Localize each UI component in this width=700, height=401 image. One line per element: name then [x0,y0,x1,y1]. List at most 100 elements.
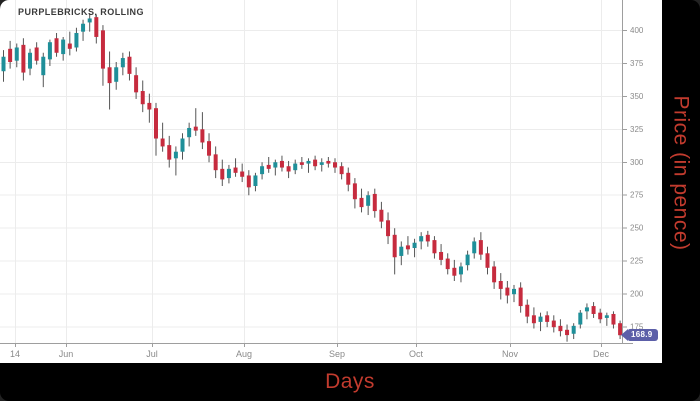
candle [452,259,457,281]
candlestick-chart[interactable]: 400 375 350 325 300 275 250 225 200 175 14 Jun Jul Au… [0,0,662,363]
y-tick-label: 200 [630,290,644,299]
candle [253,172,258,192]
candle [439,244,444,266]
candle [379,201,384,229]
candle [94,14,99,44]
x-axis-ticks: 14 Jun Jul Aug Sep Oct Nov Dec [10,343,609,359]
y-tick-label: 300 [630,158,644,167]
candle [591,302,596,318]
candle [545,311,550,328]
candle [392,228,397,275]
candle [558,319,563,337]
candle [492,261,497,289]
gridlines [0,0,622,343]
candle [339,162,344,180]
candle [372,188,377,218]
chart-title: PURPLEBRICKS, ROLLING [18,7,144,17]
candle [47,39,52,66]
candle [160,122,165,152]
candle [87,13,92,32]
candle [147,93,152,123]
candle [266,156,271,173]
candle [180,133,185,160]
candle [21,38,26,81]
x-axis-title: Days [325,370,375,393]
candle [366,191,371,216]
candle [293,159,298,175]
candle [472,237,477,259]
candle [604,312,609,326]
candle [565,324,570,342]
candle [352,178,357,209]
candle [67,31,72,56]
candles [1,13,623,342]
candle [100,25,105,86]
candle [61,36,66,61]
candle [359,188,364,213]
candle [333,158,337,173]
x-tick-label: Oct [409,349,424,359]
candle [485,246,490,275]
candle [346,167,351,192]
candle [611,311,616,329]
candle [34,42,39,65]
candle [200,112,205,150]
candle [551,315,556,333]
x-tick-label: 14 [10,349,20,359]
candle [246,170,251,196]
candle [512,284,517,303]
candle [286,160,291,179]
y-axis-title: Price (in pence) [670,95,693,251]
plot-area: 400 375 350 325 300 275 250 225 200 175 14 Jun Jul Au… [0,0,662,363]
candle [41,52,46,88]
candle [134,67,139,99]
candle [425,230,430,247]
candle [399,241,404,266]
candle [240,163,245,183]
candle [167,135,172,168]
candle [81,19,86,41]
candle [538,312,543,332]
candle [213,146,218,179]
candle [193,108,198,136]
candle [419,232,424,250]
candle [299,156,304,169]
candle [220,159,225,187]
candle [207,133,212,163]
y-tick-label: 375 [630,59,644,68]
candle [432,236,437,259]
candle [618,320,623,340]
candle [1,50,6,82]
axes [0,0,633,344]
candle [260,162,265,180]
candle [458,262,463,283]
candle [571,323,576,340]
y-tick-label: 400 [630,26,644,35]
x-tick-label: Jul [146,349,158,359]
x-tick-label: Nov [502,349,519,359]
candle [140,80,145,113]
candle [279,155,284,172]
y-axis-ticks: 400 375 350 325 300 275 250 225 200 175 [622,26,644,332]
candle [598,308,603,324]
x-tick-label: Aug [236,349,252,359]
candle [531,307,536,329]
candle [306,158,311,173]
candle [525,299,530,324]
y-tick-label: 350 [630,92,644,101]
candle [74,27,79,52]
last-price-badge: 168.9 [621,329,658,342]
candle [107,51,112,110]
candle [187,122,192,147]
x-tick-label: Jun [59,349,74,359]
y-tick-label: 225 [630,257,644,266]
candle [412,238,417,258]
candle [313,155,318,171]
y-tick-label: 175 [630,323,644,332]
candle [14,43,19,68]
candle [518,282,523,313]
candle [578,310,583,329]
candle [405,236,410,255]
last-price-value: 168.9 [628,329,658,342]
